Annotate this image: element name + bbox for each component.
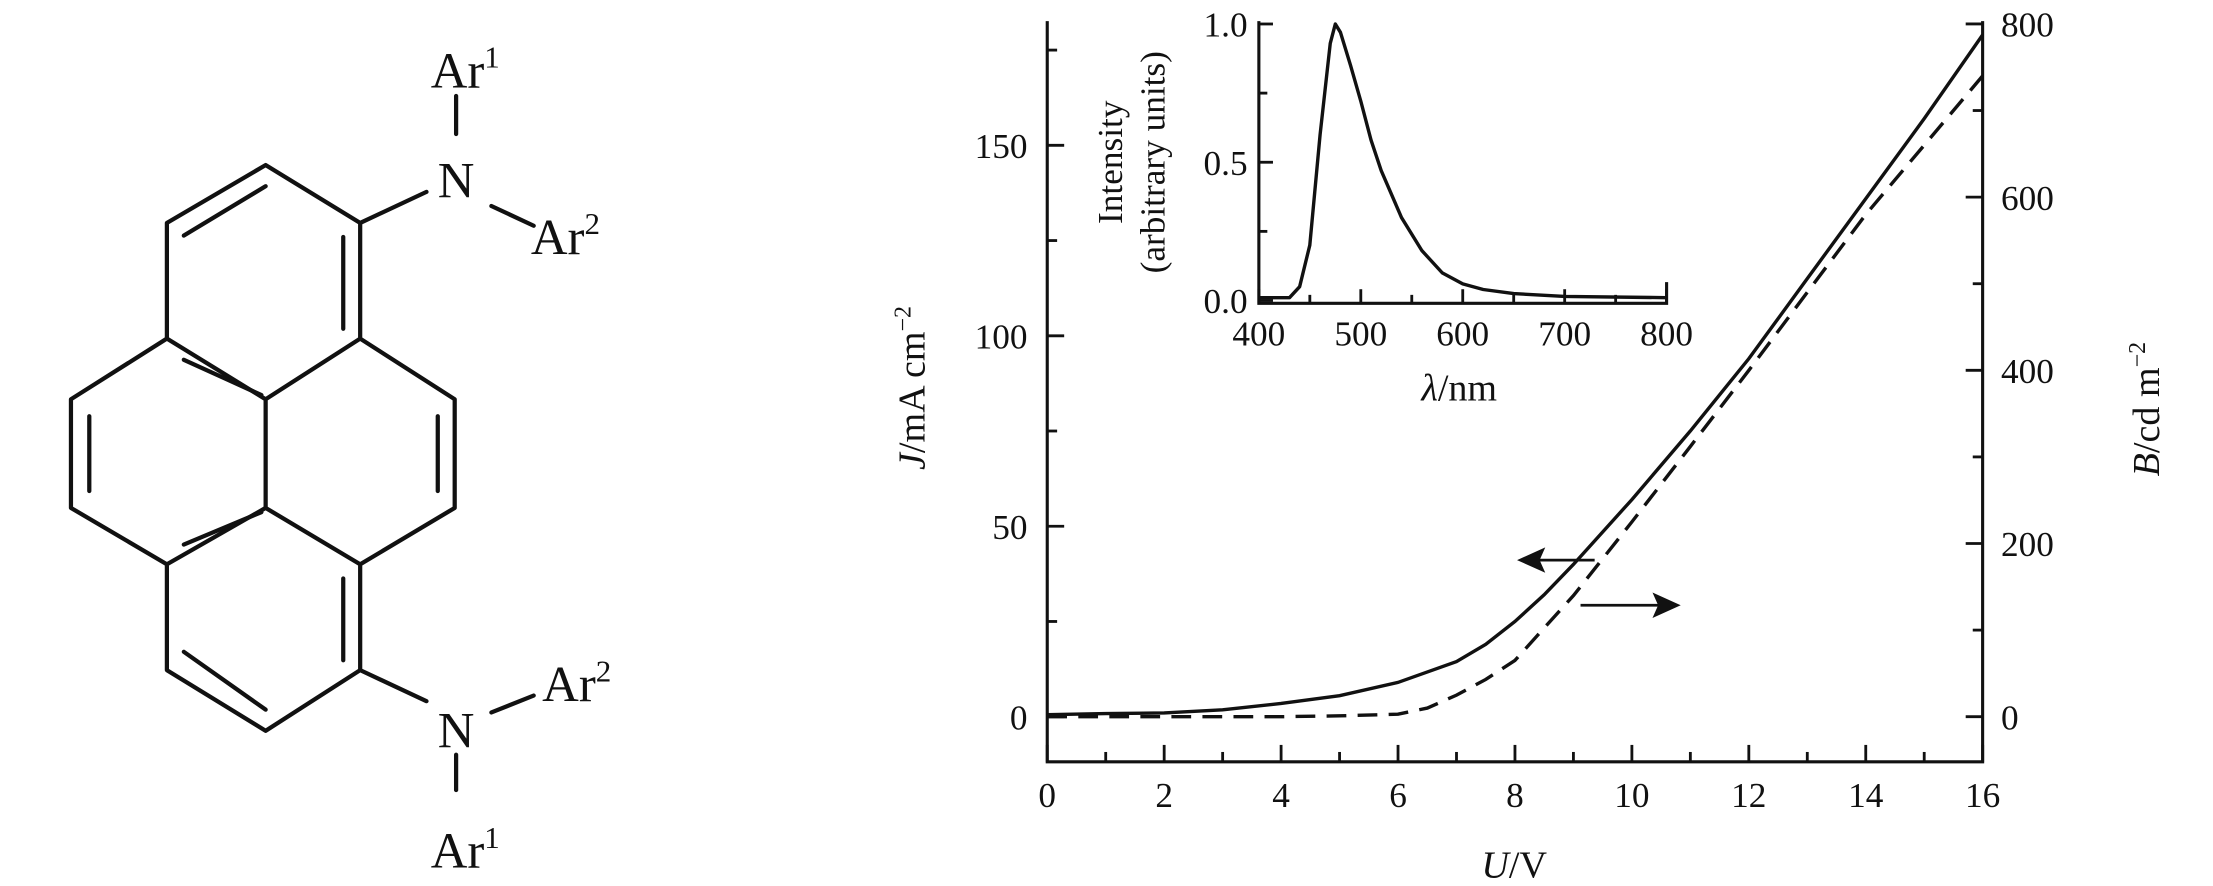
x-tick-label: 2 bbox=[1155, 776, 1173, 815]
y-left-tick-label: 0 bbox=[1010, 698, 1028, 737]
n-atom-top: N bbox=[438, 153, 475, 209]
y-right-tick-label: 800 bbox=[2001, 6, 2054, 45]
inset-x-tick-label: 500 bbox=[1334, 315, 1387, 354]
y-axis-label-left: J/mA cm−2 bbox=[890, 306, 933, 470]
n-bonds bbox=[358, 93, 536, 793]
y-left-tick-label: 50 bbox=[992, 508, 1027, 547]
x-tick-label: 14 bbox=[1848, 776, 1884, 815]
inset-y-label: Intensity (arbitrary units) bbox=[1091, 51, 1172, 273]
x-tick-label: 10 bbox=[1614, 776, 1649, 815]
ring-bonds bbox=[68, 162, 457, 733]
double-bonds bbox=[87, 184, 440, 712]
inset-x-tick-label: 800 bbox=[1640, 315, 1693, 354]
el-spectrum-line bbox=[1258, 22, 1667, 300]
x-tick-label: 8 bbox=[1506, 776, 1524, 815]
ar1-bottom: Ar1 bbox=[431, 820, 500, 879]
y-right-tick-label: 400 bbox=[2001, 352, 2054, 391]
inset-chart: 400 500 600 700 800 0.0 0.5 1.0 λ/nm Intensity(… bbox=[1091, 6, 1693, 410]
luminance-dashed-line bbox=[1047, 74, 1984, 719]
x-tick-label: 16 bbox=[1965, 776, 2000, 815]
inset-x-tick-label: 600 bbox=[1436, 315, 1489, 354]
inset-x-tick-label: 400 bbox=[1232, 315, 1285, 354]
x-tick-label: 6 bbox=[1389, 776, 1407, 815]
x-tick-label: 4 bbox=[1272, 776, 1290, 815]
inset-ticks: 400 500 600 700 800 0.0 0.5 1.0 bbox=[1203, 6, 1693, 354]
inset-axes bbox=[1257, 21, 1669, 305]
main-series bbox=[1047, 33, 1985, 719]
x-tick-label: 12 bbox=[1731, 776, 1766, 815]
y-right-tick-label: 600 bbox=[2001, 179, 2054, 218]
inset-y-tick-label: 1.0 bbox=[1203, 6, 1247, 45]
main-axes bbox=[1045, 21, 1985, 764]
x-axis-label: U/V bbox=[1481, 845, 1547, 886]
inset-x-tick-label: 700 bbox=[1538, 315, 1591, 354]
y-right-tick-label: 200 bbox=[2001, 525, 2054, 564]
y-axis-label-right: B/cd m−2 bbox=[2125, 342, 2168, 476]
ar2-top: Ar2 bbox=[531, 206, 600, 265]
y-left-tick-label: 150 bbox=[975, 127, 1028, 166]
x-tick-label: 0 bbox=[1038, 776, 1056, 815]
arrow-right-to-b-axis bbox=[1580, 592, 1681, 618]
y-right-tick-label: 0 bbox=[2001, 698, 2019, 737]
inset-x-label: λ/nm bbox=[1420, 368, 1497, 410]
pyrene-structure: N Ar1 Ar2 N Ar2 Ar1 bbox=[68, 40, 611, 879]
current-density-line bbox=[1047, 33, 1985, 717]
inset-series bbox=[1258, 22, 1667, 300]
inset-y-tick-label: 0.5 bbox=[1203, 144, 1247, 183]
ar2-bottom: Ar2 bbox=[542, 653, 611, 712]
n-atom-bottom: N bbox=[438, 703, 475, 759]
ar1-top: Ar1 bbox=[431, 40, 500, 99]
y-left-tick-label: 100 bbox=[975, 317, 1028, 356]
inset-y-tick-label: 0.0 bbox=[1203, 282, 1247, 321]
arrow-left-to-j-axis bbox=[1517, 547, 1595, 573]
